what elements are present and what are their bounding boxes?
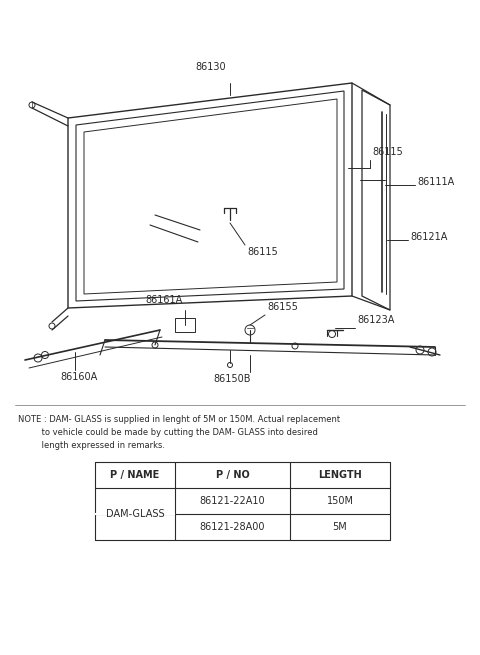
Text: to vehicle could be made by cutting the DAM- GLASS into desired: to vehicle could be made by cutting the … — [18, 428, 318, 437]
Text: 86123A: 86123A — [357, 315, 395, 325]
Text: 86161A: 86161A — [145, 295, 182, 305]
Text: LENGTH: LENGTH — [318, 470, 362, 480]
Text: 5M: 5M — [333, 522, 348, 532]
Text: DAM-GLASS: DAM-GLASS — [106, 509, 164, 519]
Bar — [175, 318, 195, 332]
Text: 86111A: 86111A — [417, 177, 454, 187]
Text: 86150B: 86150B — [213, 374, 251, 384]
Text: P / NO: P / NO — [216, 470, 250, 480]
Text: 86115: 86115 — [372, 147, 403, 157]
Text: P / NAME: P / NAME — [110, 470, 160, 480]
Text: 86155: 86155 — [267, 302, 298, 312]
Text: 86115: 86115 — [247, 247, 278, 257]
Text: 150M: 150M — [326, 496, 353, 506]
Text: length expressed in remarks.: length expressed in remarks. — [18, 441, 165, 450]
Text: 86130: 86130 — [196, 62, 226, 72]
Text: 86121-22A10: 86121-22A10 — [200, 496, 265, 506]
Text: 86121-28A00: 86121-28A00 — [200, 522, 265, 532]
Text: 86160A: 86160A — [60, 372, 97, 382]
Text: NOTE : DAM- GLASS is supplied in lenght of 5M or 150M. Actual replacement: NOTE : DAM- GLASS is supplied in lenght … — [18, 415, 340, 424]
Text: 86121A: 86121A — [410, 232, 447, 242]
